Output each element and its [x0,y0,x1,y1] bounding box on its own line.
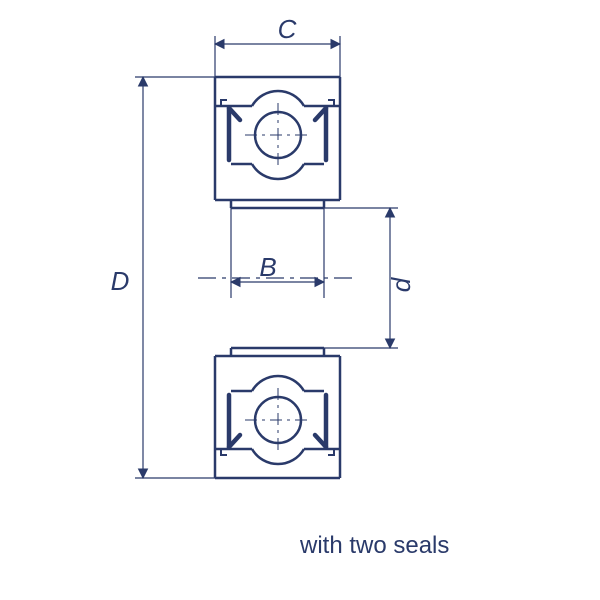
bearing-diagram: D B C d [0,0,600,600]
label-D: D [111,266,130,296]
label-d: d [386,276,416,292]
label-B: B [259,252,276,282]
diagram-caption: with two seals [300,532,449,560]
label-C: C [278,14,297,44]
